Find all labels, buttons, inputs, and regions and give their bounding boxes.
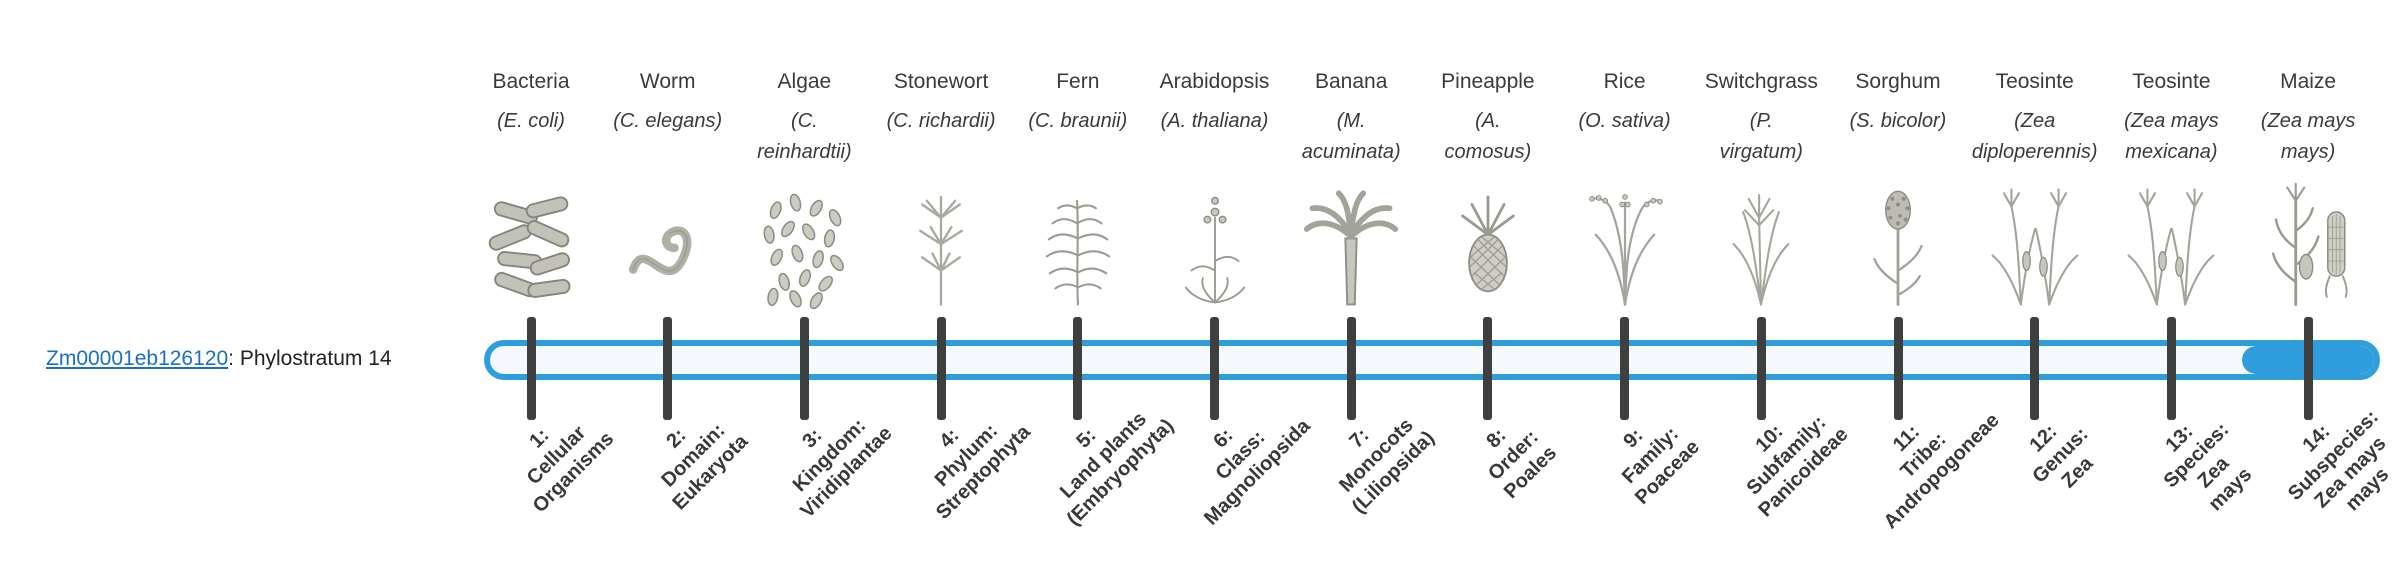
- phylostratum-label: 2: Domain: Eukaryota: [657, 419, 753, 515]
- algae-icon: [742, 176, 866, 312]
- organism-name: Teosinte: [1995, 70, 2074, 93]
- timeline-tick: [2303, 317, 2313, 420]
- timeline-bar: [484, 340, 2380, 380]
- organism-scientific-name: (A. thaliana): [1160, 110, 1269, 132]
- organism-scientific-name: (S. bicolor): [1849, 110, 1947, 132]
- organism-name: Switchgrass: [1704, 70, 1818, 93]
- phylostratum-label: 3: Kingdom: Viridiplantae: [789, 414, 897, 523]
- phylostratum-label: 8: Order: Poales: [1482, 424, 1561, 504]
- worm-icon: [606, 176, 730, 312]
- banana-icon: [1289, 176, 1413, 312]
- organism-name: Worm: [639, 70, 696, 93]
- arabidopsis-icon: [1153, 176, 1277, 312]
- timeline-tick: [1893, 317, 1903, 420]
- switchgrass-icon: [1699, 176, 1823, 312]
- organism-name: Bacteria: [492, 70, 570, 93]
- organism-scientific-name: (C. reinhardtii): [757, 110, 852, 163]
- timeline-tick: [526, 317, 536, 420]
- organism-name: Teosinte: [2132, 70, 2211, 93]
- organism-name: Sorghum: [1855, 70, 1941, 93]
- phylostratum-label: 12: Genus: Zea: [2025, 420, 2098, 493]
- timeline-tick: [1620, 317, 1630, 420]
- gene-label-suffix: : Phylostratum 14: [228, 347, 392, 370]
- bacteria-icon: [469, 176, 593, 312]
- phylostratum-label: 13: Species: Zea mays: [2159, 418, 2257, 516]
- organism-name: Maize: [2280, 70, 2337, 93]
- sorghum-icon: [1836, 176, 1960, 312]
- phylostratum-label: 9: Family: Poaceae: [1617, 422, 1704, 509]
- phylostratum-label: 1: Cellular Organisms: [522, 421, 619, 518]
- rice-icon: [1563, 176, 1687, 312]
- teosinte-icon: [2109, 176, 2233, 312]
- organism-name: Stonewort: [893, 70, 989, 93]
- phylostratum-label: 7: Monocots (Liliopsida): [1335, 414, 1440, 518]
- organism-scientific-name: (Zea mays mexicana): [2124, 110, 2219, 163]
- organism-name: Pineapple: [1441, 70, 1535, 93]
- phylostratum-label: 4: Phylum: Streptophyta: [930, 419, 1035, 524]
- timeline-tick: [799, 317, 809, 420]
- organism-scientific-name: (C. elegans): [613, 110, 723, 132]
- organism-name: Banana: [1314, 70, 1388, 93]
- organism-scientific-name: (P. virgatum): [1719, 110, 1803, 163]
- phylostratum-label: 6: Class: Magnoliopsida: [1199, 415, 1315, 530]
- maize-icon: [2246, 176, 2370, 312]
- phylostratum-label: 5: Land plants (Embryophyta): [1055, 408, 1178, 531]
- organism-scientific-name: (Zea mays mays): [2260, 110, 2356, 163]
- gene-link[interactable]: Zm00001eb126120: [46, 347, 229, 370]
- phylostratum-label: 10: Subfamily: Panicoideae: [1742, 411, 1853, 522]
- timeline-tick: [2166, 317, 2176, 420]
- timeline-tick: [1210, 317, 1219, 420]
- organism-name: Fern: [1056, 70, 1100, 93]
- timeline-tick: [2030, 317, 2040, 420]
- timeline-tick: [1346, 317, 1356, 420]
- fern-icon: [1016, 176, 1140, 312]
- organism-scientific-name: (C. braunii): [1028, 110, 1128, 132]
- organism-name: Arabidopsis: [1159, 70, 1270, 93]
- organism-scientific-name: (O. sativa): [1578, 110, 1671, 132]
- timeline-tick: [936, 317, 946, 420]
- organism-scientific-name: (A. comosus): [1444, 110, 1532, 163]
- gene-label: Zm00001eb126120: Phylostratum 14: [46, 347, 392, 371]
- timeline-tick: [1073, 317, 1083, 420]
- organism-name: Rice: [1603, 70, 1646, 93]
- timeline-tick: [1756, 317, 1766, 420]
- organism-name: Algae: [777, 70, 832, 93]
- stonewort-icon: [879, 176, 1003, 312]
- timeline-tick: [663, 317, 673, 420]
- phylostratum-label: 14: Subspecies: Zea mays mays: [2284, 406, 2394, 516]
- organism-scientific-name: (C. richardii): [886, 110, 996, 132]
- organism-scientific-name: (Zea diploperennis): [1971, 110, 2098, 163]
- pineapple-icon: [1426, 176, 1550, 312]
- teosinte-icon: [1973, 176, 2097, 312]
- organism-scientific-name: (M. acuminata): [1301, 110, 1401, 163]
- organism-scientific-name: (E. coli): [497, 110, 565, 132]
- timeline-tick: [1483, 317, 1493, 420]
- phylostratum-label: 11: Tribe: Andropogoneae: [1879, 409, 2004, 534]
